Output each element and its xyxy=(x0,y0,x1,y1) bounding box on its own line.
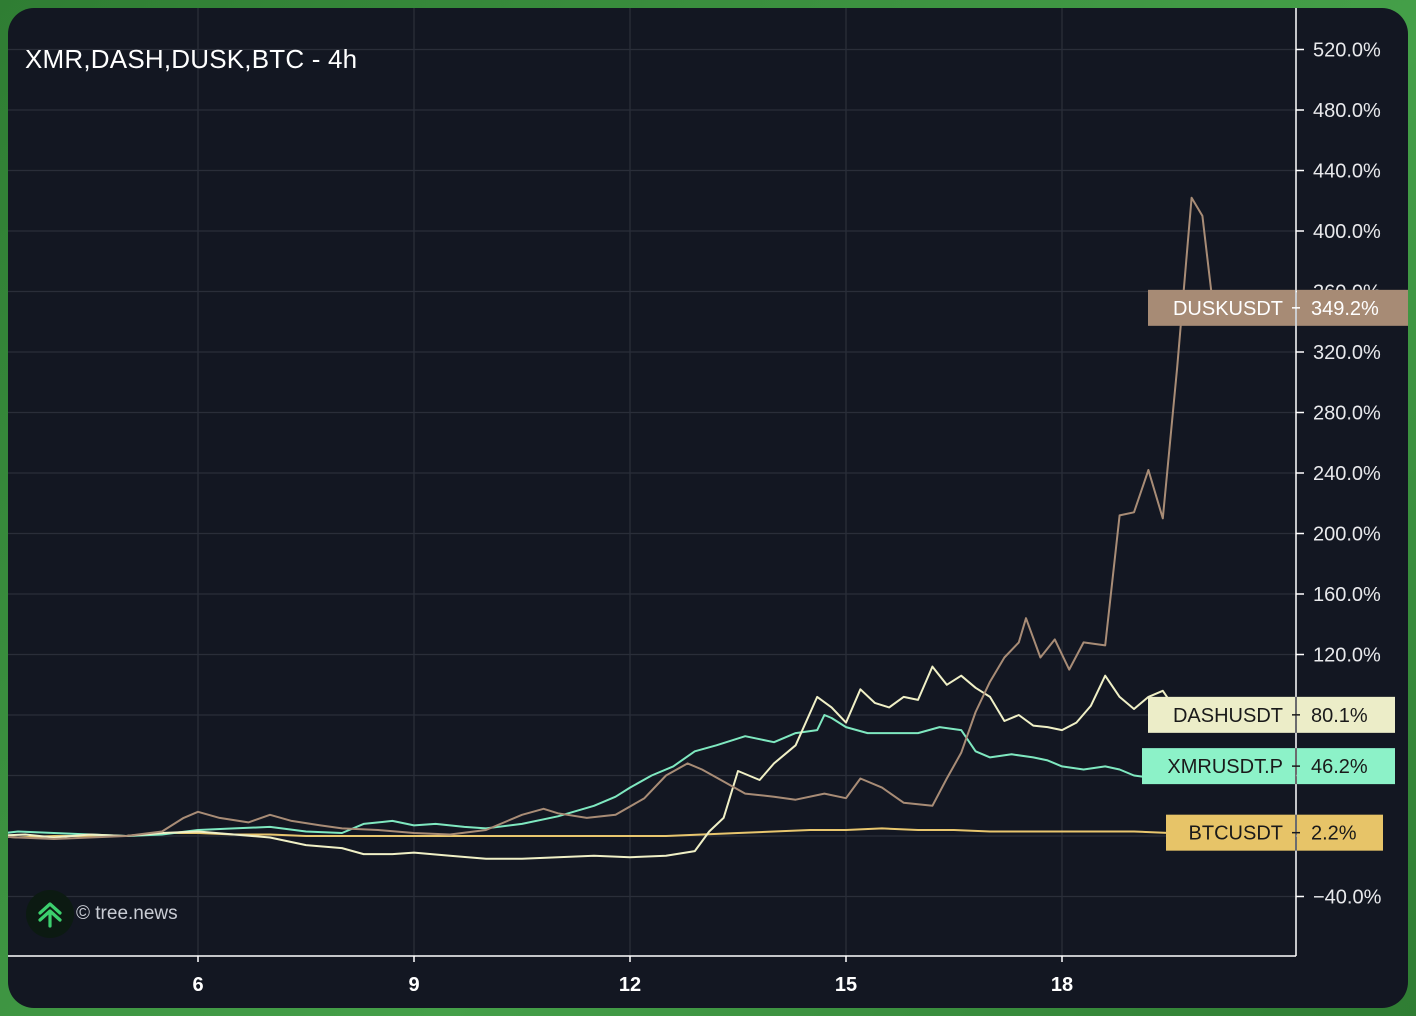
series-value-tag xyxy=(1297,814,1383,851)
y-tick-label: −40.0% xyxy=(1313,887,1382,909)
series-line-dashusdt xyxy=(8,665,1214,860)
watermark-text: © tree.news xyxy=(76,903,178,924)
series-label-xmrusdt-p[interactable]: XMRUSDT.P 46.2% xyxy=(1142,748,1395,785)
y-tick-label: 200.0% xyxy=(1313,524,1381,546)
series-value-text: 46.2% xyxy=(1311,756,1368,778)
x-tick-label: 6 xyxy=(192,974,203,996)
y-tick-label: 120.0% xyxy=(1313,645,1381,667)
series-value-tag xyxy=(1297,289,1408,326)
x-tick-label: 15 xyxy=(835,974,857,996)
series-line-xmrusdt-p xyxy=(8,714,1214,837)
series-name-text: XMRUSDT.P xyxy=(1167,756,1283,778)
series-name-tag xyxy=(1166,814,1295,851)
x-tick-label: 9 xyxy=(408,974,419,996)
grid xyxy=(8,8,1296,956)
tree-logo-icon xyxy=(26,890,74,938)
y-tick-label: 480.0% xyxy=(1313,100,1381,122)
y-tick-label: 160.0% xyxy=(1313,584,1381,606)
y-tick-label: 320.0% xyxy=(1313,342,1381,364)
series-line-duskusdt xyxy=(8,196,1215,840)
series-name-text: DUSKUSDT xyxy=(1173,298,1283,320)
series-value-tag xyxy=(1297,696,1395,733)
y-tick-label: 400.0% xyxy=(1313,221,1381,243)
series-name-text: BTCUSDT xyxy=(1189,823,1283,845)
series-name-text: DASHUSDT xyxy=(1173,705,1283,727)
chart-panel: 520.0%480.0%440.0%400.0%360.0%320.0%280.… xyxy=(8,8,1408,1008)
y-tick-label: 280.0% xyxy=(1313,403,1381,425)
y-tick-label: 440.0% xyxy=(1313,161,1381,183)
series-value-text: 349.2% xyxy=(1311,298,1379,320)
y-tick-label: 520.0% xyxy=(1313,40,1381,62)
y-tick-label: 240.0% xyxy=(1313,463,1381,485)
series-value-text: 2.2% xyxy=(1311,823,1357,845)
x-tick-label: 18 xyxy=(1051,974,1073,996)
x-tick-label: 12 xyxy=(619,974,641,996)
series-label-dashusdt[interactable]: DASHUSDT 80.1% xyxy=(1148,696,1395,733)
chart-svg[interactable]: 520.0%480.0%440.0%400.0%360.0%320.0%280.… xyxy=(8,8,1408,1008)
series-value-tag xyxy=(1297,748,1395,785)
series-label-btcusdt[interactable]: BTCUSDT 2.2% xyxy=(1166,814,1383,851)
series-label-duskusdt[interactable]: DUSKUSDT 349.2% xyxy=(1148,289,1408,326)
watermark: © tree.news xyxy=(26,890,178,938)
series-name-tag xyxy=(1148,289,1295,326)
series-name-tag xyxy=(1148,696,1295,733)
chart-title: XMR,DASH,DUSK,BTC - 4h xyxy=(25,44,358,74)
series-name-tag xyxy=(1142,748,1295,785)
series-value-text: 80.1% xyxy=(1311,705,1368,727)
